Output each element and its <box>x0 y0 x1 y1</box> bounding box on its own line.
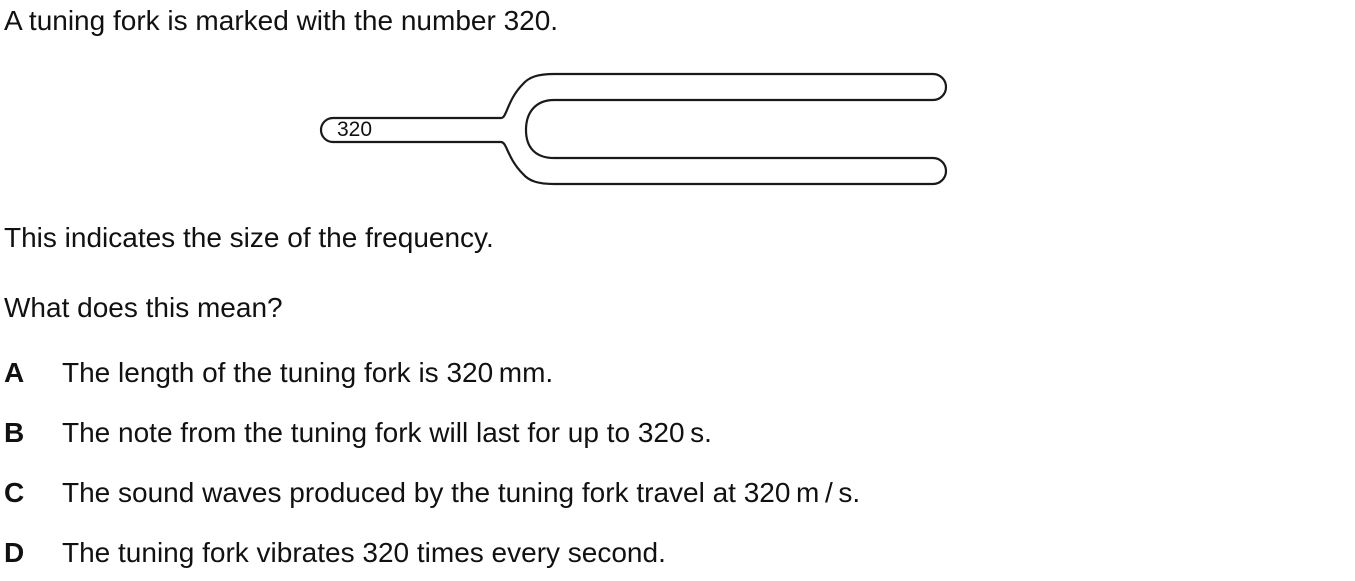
option-text: The tuning fork vibrates 320 times every… <box>62 537 666 568</box>
option-letter: A <box>4 357 25 388</box>
tuning-fork-diagram: 320 <box>318 72 948 188</box>
question-intro: A tuning fork is marked with the number … <box>4 5 559 36</box>
option-text: The length of the tuning fork is 320 mm. <box>62 357 554 388</box>
question-statement: This indicates the size of the frequency… <box>4 222 494 253</box>
question-prompt: What does this mean? <box>4 292 283 323</box>
option-letter: B <box>4 417 25 448</box>
option-text: The note from the tuning fork will last … <box>62 417 712 448</box>
tuning-fork-outline <box>319 72 948 186</box>
option-letter: D <box>4 537 25 568</box>
option-text: The sound waves produced by the tuning f… <box>62 477 861 508</box>
fork-marking-label: 320 <box>337 118 373 141</box>
option-letter: C <box>4 477 25 508</box>
